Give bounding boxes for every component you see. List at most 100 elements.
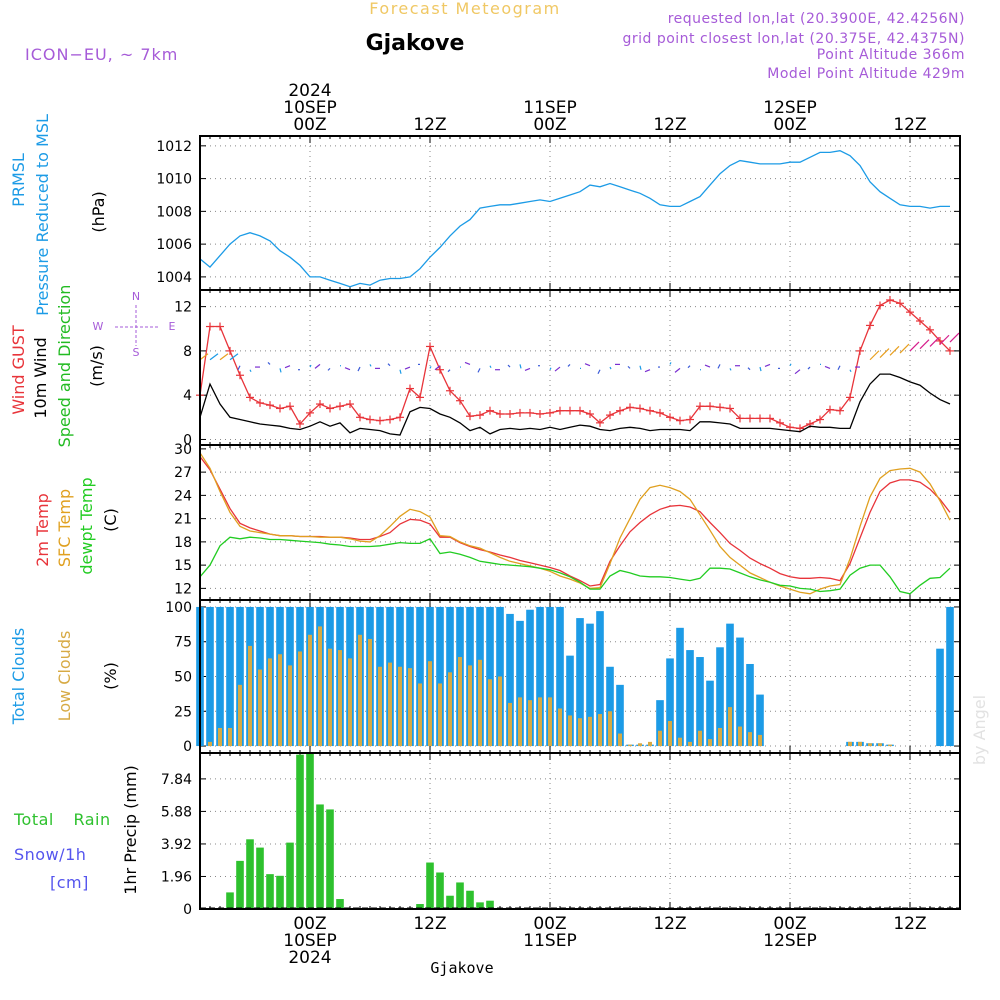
rain-bar — [326, 809, 334, 909]
grid-point-coords: grid point closest lon,lat (20.375E, 42.… — [622, 31, 965, 47]
wind-arrow — [387, 363, 391, 367]
low-cloud-bar — [698, 730, 702, 747]
pressure-unit: (hPa) — [89, 191, 108, 232]
low-cloud-bar — [538, 697, 542, 747]
panel-frame — [199, 289, 961, 446]
y-tick-label-temperature: 18 — [174, 535, 192, 551]
total-cloud-bar — [676, 627, 684, 747]
y-tick-label-temperature: 15 — [174, 558, 192, 574]
y-tick-label-precip: 0 — [183, 902, 192, 918]
low-clouds-label: Low Clouds — [55, 631, 74, 722]
gust-point — [596, 418, 604, 427]
gust-point — [706, 402, 714, 411]
low-cloud-bar — [588, 716, 592, 747]
y-tick-label-wind: 0 — [183, 432, 192, 448]
gust-point — [376, 416, 384, 425]
wind-arrow — [309, 364, 312, 368]
wind-arrow — [807, 366, 811, 370]
gust-point — [456, 396, 464, 405]
total-cloud-bar — [586, 623, 594, 747]
y-tick-label-pressure: 1006 — [156, 237, 192, 253]
y-tick-label-precip: 5.88 — [161, 804, 192, 820]
y-tick-label-temperature: 24 — [174, 488, 192, 504]
rain-bar — [256, 847, 264, 909]
rain-bar — [306, 753, 314, 909]
low-cloud-bar — [638, 743, 642, 747]
low-cloud-bar — [228, 727, 232, 747]
bottom-time-label: 00Z — [293, 914, 326, 934]
low-cloud-bar — [288, 665, 292, 747]
gust-point — [836, 406, 844, 415]
gust-point — [336, 402, 344, 411]
wind-arrow — [687, 365, 691, 369]
wind-arrow — [524, 367, 531, 371]
wind-arrow — [669, 362, 672, 365]
wind-arrow — [909, 341, 920, 352]
low-cloud-bar — [348, 658, 352, 747]
total-cloud-bar — [556, 606, 564, 747]
gust-point — [946, 346, 954, 355]
gust-point — [906, 308, 914, 317]
low-cloud-bar — [218, 727, 222, 747]
wind-arrow — [949, 332, 960, 343]
y-tick-label-clouds: 100 — [165, 600, 192, 616]
wind-arrow — [344, 367, 351, 371]
low-cloud-bar — [488, 679, 492, 747]
wind-gust-label: Wind GUST — [9, 325, 28, 415]
wind-arrow — [717, 364, 721, 369]
low-cloud-bar — [428, 661, 432, 747]
total-cloud-bar — [726, 623, 734, 747]
rain-bar — [426, 862, 434, 909]
low-cloud-bar — [628, 744, 632, 747]
gust-point — [646, 406, 654, 415]
wind-arrow — [849, 369, 852, 372]
wind-arrow — [824, 365, 831, 369]
low-cloud-bar — [468, 665, 472, 747]
pressure-label: PRMSL — [9, 153, 28, 207]
low-cloud-bar — [448, 672, 452, 747]
low-cloud-bar — [708, 739, 712, 747]
wind-arrow — [639, 365, 642, 370]
compass-s: S — [133, 346, 140, 359]
total-cloud-bar — [616, 684, 624, 747]
low-cloud-bar — [598, 714, 602, 747]
wind-arrow — [554, 366, 561, 372]
total-cloud-bar — [216, 606, 224, 747]
total-cloud-bar — [596, 611, 604, 747]
gust-point — [236, 371, 244, 380]
wind-arrow — [889, 345, 900, 356]
compass-e: E — [169, 320, 176, 333]
top-time-label: 00Z — [293, 115, 326, 135]
series-line-dewpt-temp — [199, 536, 951, 595]
y-tick-label-temperature: 27 — [174, 465, 192, 481]
y-tick-label-temperature: 12 — [174, 581, 192, 597]
gust-point — [816, 415, 824, 424]
low-cloud-bar — [678, 737, 682, 747]
y-tick-label-precip: 1.96 — [161, 869, 192, 885]
wind-arrow — [567, 363, 571, 367]
total-cloud-bar — [206, 606, 214, 747]
y-tick-label-pressure: 1010 — [156, 172, 192, 188]
wind-arrow — [369, 364, 372, 367]
wind-arrow — [789, 363, 792, 366]
bottom-time-label: 11SEP — [523, 931, 576, 951]
wind-arrow — [869, 350, 880, 361]
y-tick-label-pressure: 1008 — [156, 204, 192, 220]
rain-bar — [286, 842, 294, 909]
wind-arrow — [429, 366, 432, 369]
wind-arrow — [327, 367, 331, 371]
low-cloud-bar — [388, 662, 392, 747]
gust-point — [876, 301, 884, 310]
y-tick-label-clouds: 25 — [174, 704, 192, 720]
low-cloud-bar — [748, 732, 752, 747]
gust-point — [276, 404, 284, 413]
low-cloud-bar — [458, 657, 462, 747]
gust-point — [446, 386, 454, 395]
series-line-prmsl — [199, 150, 950, 288]
y-tick-label-temperature: 30 — [174, 442, 192, 458]
wind-arrow — [284, 365, 291, 369]
wind-arrow — [747, 367, 751, 371]
low-cloud-bar — [528, 700, 532, 747]
low-cloud-bar — [438, 683, 442, 747]
gust-point — [316, 400, 324, 409]
